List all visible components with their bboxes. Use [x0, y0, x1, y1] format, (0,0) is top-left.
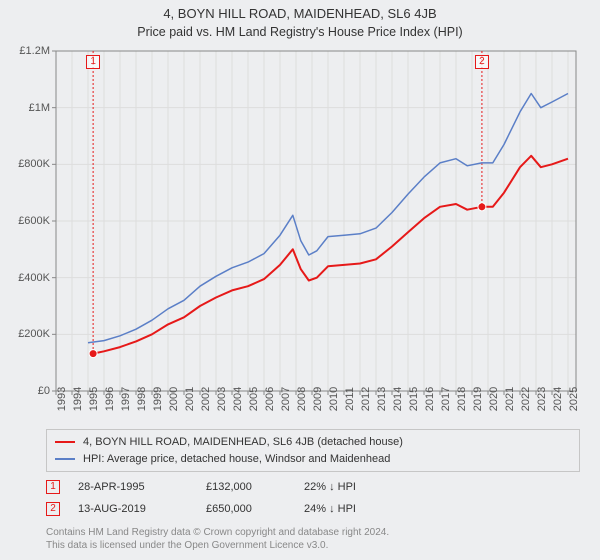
sale-row: 2 13-AUG-2019 £650,000 24% ↓ HPI — [46, 498, 580, 520]
y-axis-label: £0 — [10, 385, 50, 397]
x-axis-label: 2012 — [360, 387, 372, 411]
x-axis-label: 2011 — [344, 387, 356, 411]
x-axis-label: 2023 — [536, 387, 548, 411]
x-axis-label: 2017 — [440, 387, 452, 411]
x-axis-label: 2016 — [424, 387, 436, 411]
chart-subtitle: Price paid vs. HM Land Registry's House … — [0, 21, 600, 43]
x-axis-label: 2021 — [504, 387, 516, 411]
sale-date: 13-AUG-2019 — [78, 503, 188, 515]
sales-table: 1 28-APR-1995 £132,000 22% ↓ HPI 2 13-AUG-201… — [46, 476, 580, 520]
x-axis-label: 1995 — [88, 387, 100, 411]
y-axis-label: £400K — [10, 272, 50, 284]
disclaimer-line: This data is licensed under the Open Gov… — [46, 539, 580, 552]
legend-swatch — [55, 441, 75, 443]
x-axis-label: 2010 — [328, 387, 340, 411]
legend: 4, BOYN HILL ROAD, MAIDENHEAD, SL6 4JB (… — [46, 429, 580, 472]
x-axis-label: 1996 — [104, 387, 116, 411]
disclaimer: Contains HM Land Registry data © Crown c… — [46, 526, 580, 552]
x-axis-label: 2003 — [216, 387, 228, 411]
y-axis-label: £600K — [10, 215, 50, 227]
x-axis-label: 2007 — [280, 387, 292, 411]
legend-item: 4, BOYN HILL ROAD, MAIDENHEAD, SL6 4JB (… — [55, 434, 571, 451]
disclaimer-line: Contains HM Land Registry data © Crown c… — [46, 526, 580, 539]
x-axis-label: 2002 — [200, 387, 212, 411]
x-axis-label: 2024 — [552, 387, 564, 411]
y-axis-label: £800K — [10, 158, 50, 170]
sale-date: 28-APR-1995 — [78, 481, 188, 493]
legend-label: 4, BOYN HILL ROAD, MAIDENHEAD, SL6 4JB (… — [83, 434, 403, 451]
x-axis-label: 2019 — [472, 387, 484, 411]
x-axis-label: 2018 — [456, 387, 468, 411]
line-chart — [10, 43, 590, 423]
x-axis-label: 2001 — [184, 387, 196, 411]
x-axis-label: 1997 — [120, 387, 132, 411]
legend-item: HPI: Average price, detached house, Wind… — [55, 451, 571, 468]
x-axis-label: 2008 — [296, 387, 308, 411]
sale-marker-box: 1 — [46, 480, 60, 494]
x-axis-label: 2004 — [232, 387, 244, 411]
x-axis-label: 2022 — [520, 387, 532, 411]
x-axis-label: 2015 — [408, 387, 420, 411]
legend-swatch — [55, 458, 75, 460]
y-axis-label: £1.2M — [10, 45, 50, 57]
page-title: 4, BOYN HILL ROAD, MAIDENHEAD, SL6 4JB — [0, 0, 600, 21]
sale-marker-box: 2 — [46, 502, 60, 516]
x-axis-label: 1993 — [56, 387, 68, 411]
y-axis-label: £1M — [10, 102, 50, 114]
y-axis-label: £200K — [10, 328, 50, 340]
x-axis-label: 1998 — [136, 387, 148, 411]
x-axis-label: 2025 — [568, 387, 580, 411]
chart-container: £0 £200K £400K £600K £800K £1M £1.2M 1993 1994 1… — [10, 43, 590, 423]
sale-marker: 2 — [475, 55, 489, 69]
sale-price: £132,000 — [206, 481, 286, 493]
sale-delta: 22% ↓ HPI — [304, 481, 356, 493]
x-axis-label: 2005 — [248, 387, 260, 411]
x-axis-label: 2020 — [488, 387, 500, 411]
sale-delta: 24% ↓ HPI — [304, 503, 356, 515]
x-axis-label: 2013 — [376, 387, 388, 411]
x-axis-label: 1994 — [72, 387, 84, 411]
x-axis-label: 2006 — [264, 387, 276, 411]
x-axis-label: 2009 — [312, 387, 324, 411]
sale-marker: 1 — [86, 55, 100, 69]
sale-row: 1 28-APR-1995 £132,000 22% ↓ HPI — [46, 476, 580, 498]
x-axis-label: 1999 — [152, 387, 164, 411]
sale-price: £650,000 — [206, 503, 286, 515]
legend-label: HPI: Average price, detached house, Wind… — [83, 451, 390, 468]
x-axis-label: 2000 — [168, 387, 180, 411]
x-axis-label: 2014 — [392, 387, 404, 411]
